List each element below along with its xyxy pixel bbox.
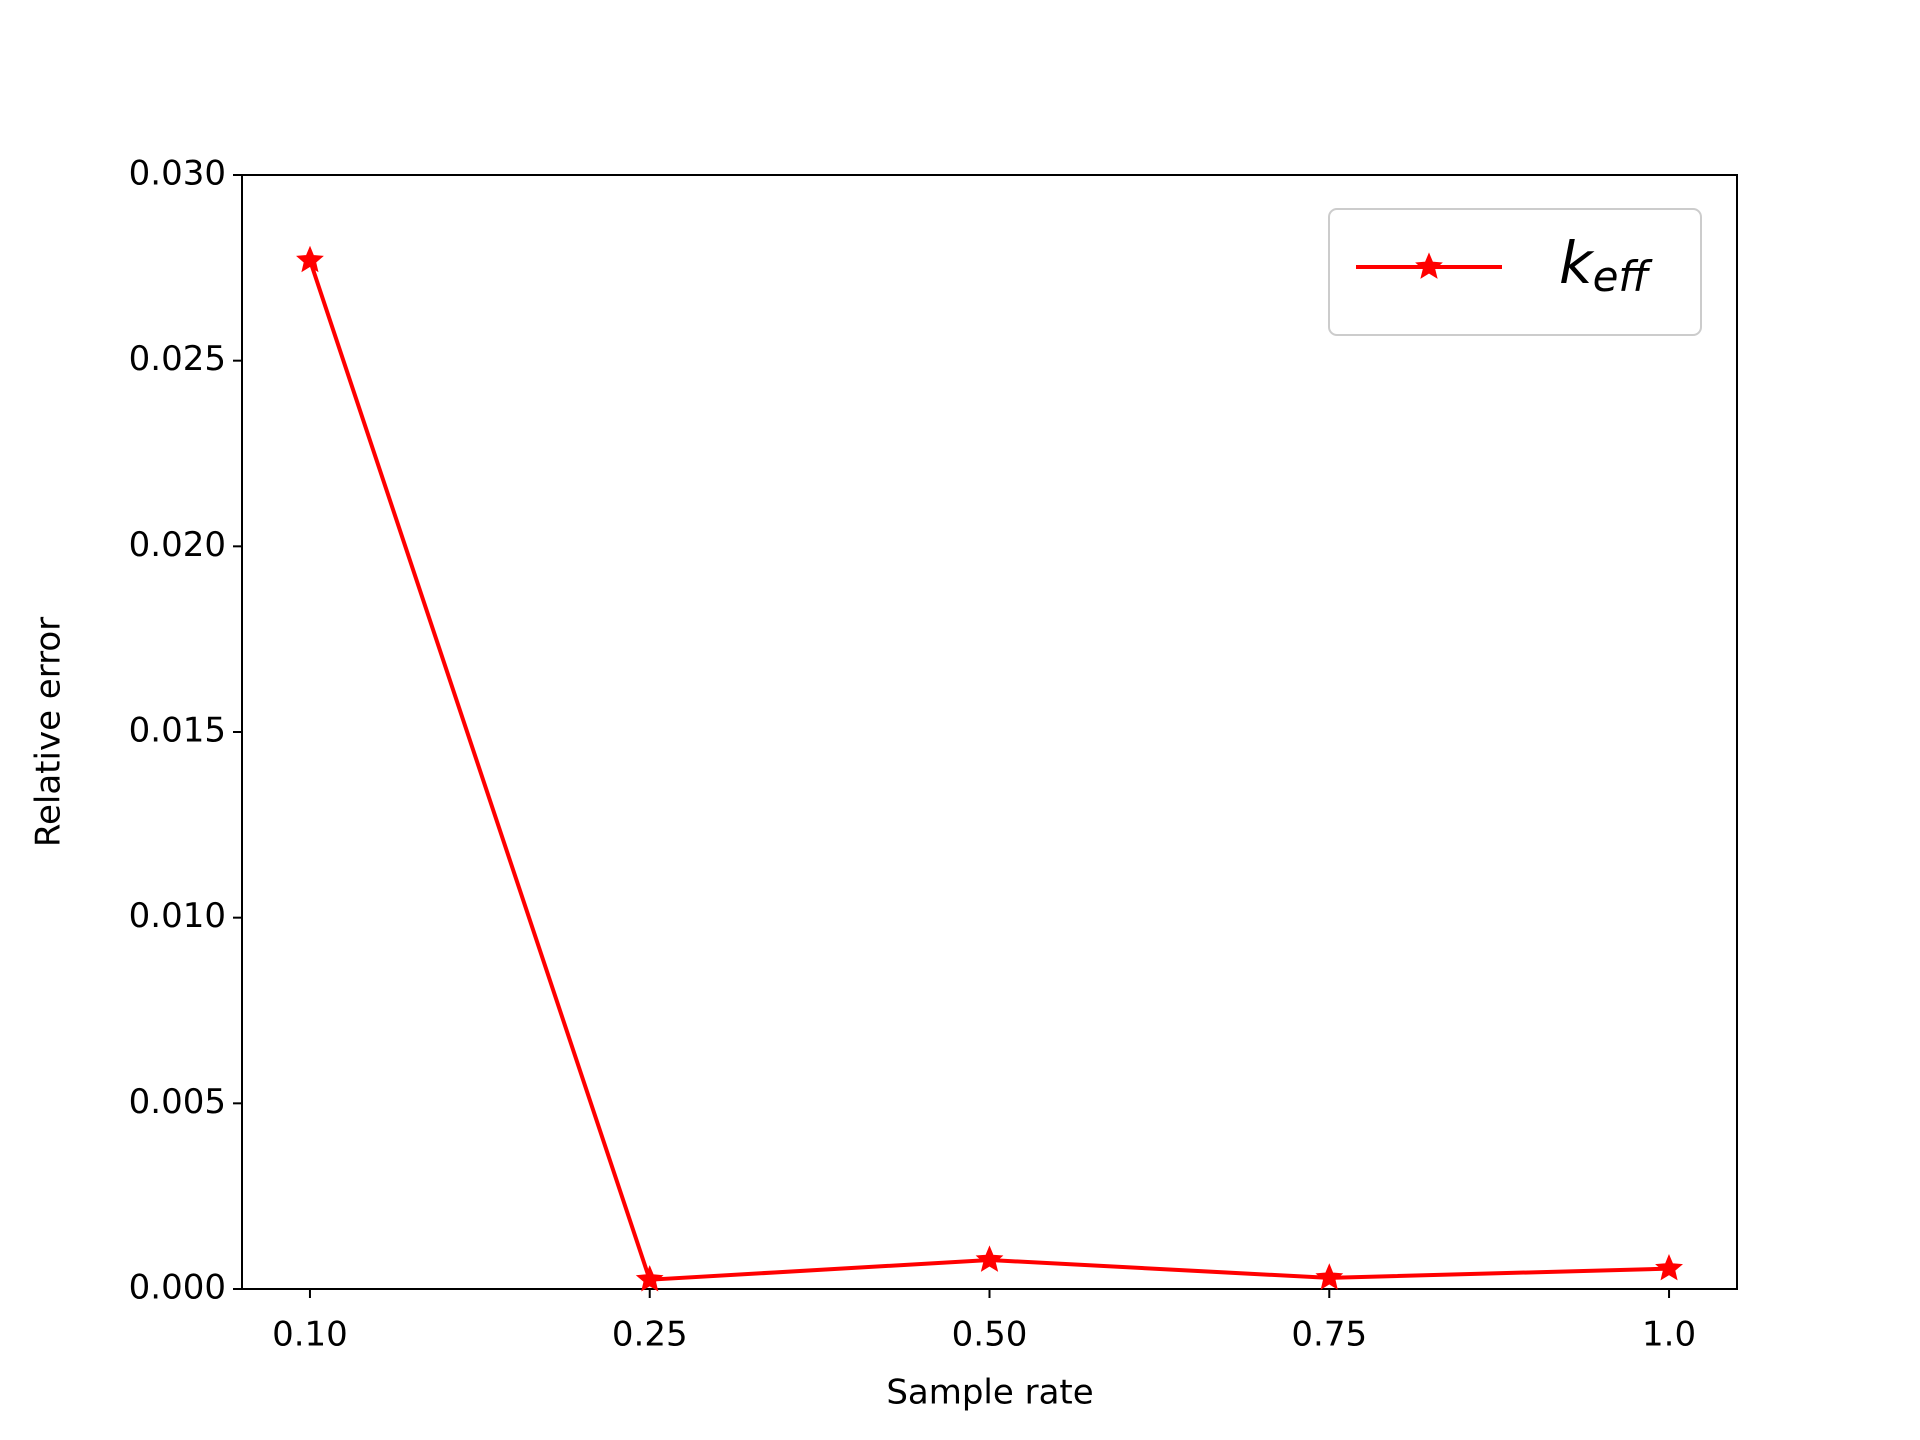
x-tick-label: 1.0 bbox=[1642, 1315, 1696, 1355]
x-tick-label: 0.75 bbox=[1291, 1315, 1367, 1355]
y-tick-label: 0.030 bbox=[129, 154, 226, 194]
y-tick-label: 0.025 bbox=[129, 339, 226, 379]
x-tick-label: 0.25 bbox=[612, 1315, 688, 1355]
y-tick-label: 0.010 bbox=[129, 896, 226, 936]
y-tick-label: 0.000 bbox=[129, 1268, 226, 1308]
x-axis-label: Sample rate bbox=[886, 1373, 1093, 1413]
legend-label: keff bbox=[1559, 229, 1653, 300]
y-tick-label: 0.005 bbox=[129, 1082, 226, 1122]
data-point bbox=[296, 245, 324, 273]
data-point bbox=[975, 1245, 1004, 1272]
data-point bbox=[635, 1265, 664, 1292]
x-tick-label: 0.10 bbox=[272, 1315, 348, 1355]
y-tick-label: 0.020 bbox=[129, 525, 226, 565]
series-line bbox=[308, 259, 1670, 1282]
x-tick-label: 0.50 bbox=[952, 1315, 1028, 1355]
data-point bbox=[1315, 1263, 1344, 1290]
legend-box bbox=[1328, 208, 1702, 336]
y-axis-label: Relative error bbox=[29, 617, 69, 847]
legend-marker bbox=[1415, 252, 1443, 279]
y-tick-label: 0.015 bbox=[129, 711, 226, 751]
data-point bbox=[1655, 1253, 1683, 1281]
